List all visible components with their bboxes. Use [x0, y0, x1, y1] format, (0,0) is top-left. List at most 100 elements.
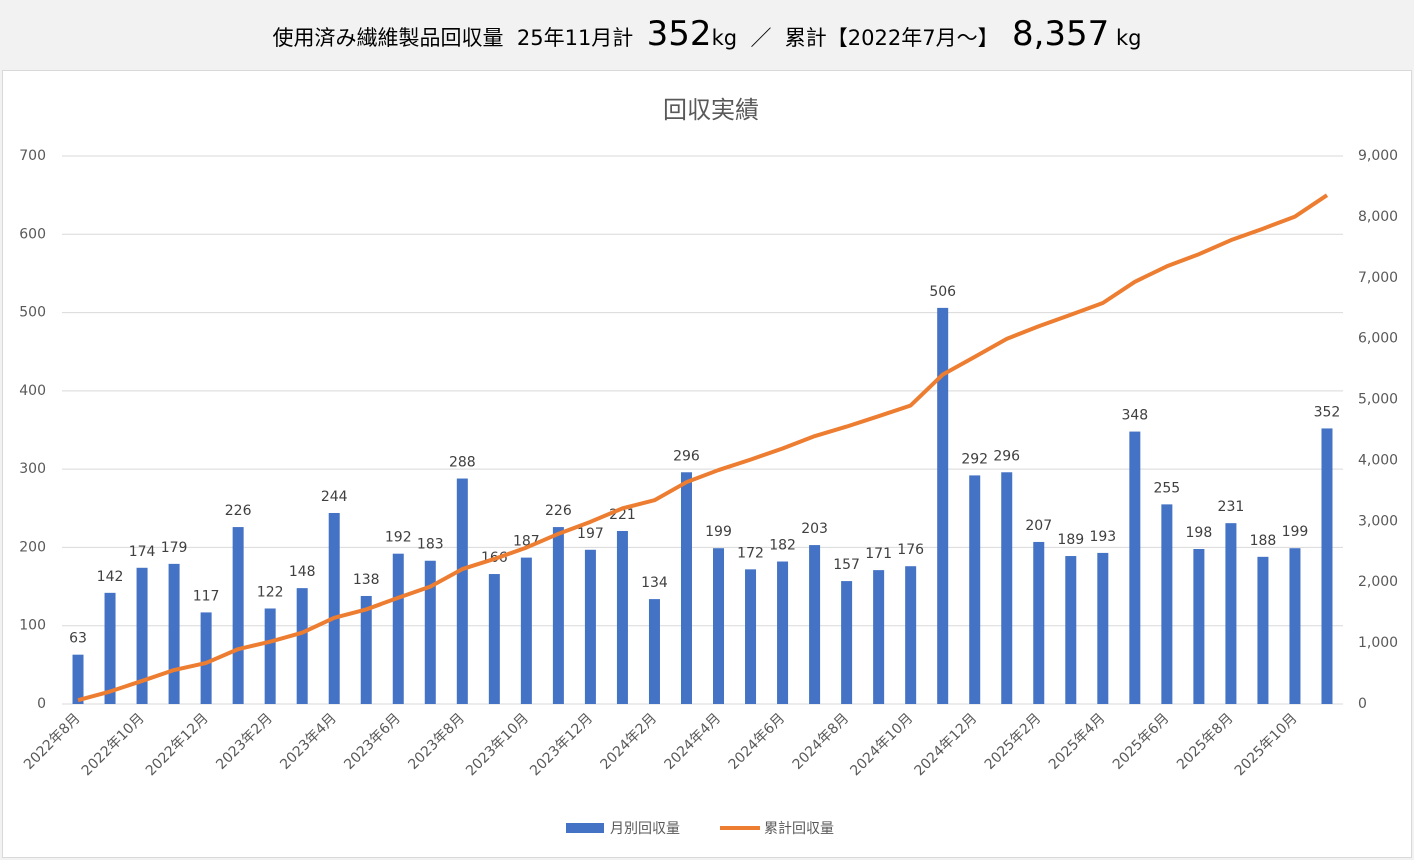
total-value: 8,357 [1011, 14, 1110, 54]
data-label: 296 [993, 448, 1020, 464]
chart-title: 回収実績 [663, 96, 759, 124]
y-tick-label: 400 [19, 383, 46, 399]
y-tick-label: 600 [19, 226, 46, 242]
x-tick-label: 2025年10月 [1232, 710, 1301, 779]
bar [1129, 431, 1141, 704]
x-tick-label: 2023年4月 [277, 710, 340, 773]
data-label: 255 [1153, 480, 1180, 496]
x-tick-label: 2024年4月 [662, 710, 725, 773]
bar [616, 530, 628, 704]
y2-tick-label: 8,000 [1358, 209, 1398, 225]
y2-tick-label: 4,000 [1358, 452, 1398, 468]
data-label: 182 [769, 538, 796, 554]
x-tick-label: 2025年8月 [1174, 710, 1237, 773]
bar [520, 557, 532, 704]
data-label: 244 [321, 489, 348, 505]
x-tick-label: 2024年10月 [847, 710, 916, 779]
data-label: 197 [577, 526, 604, 542]
bar [1033, 541, 1045, 704]
data-label: 199 [1282, 524, 1309, 540]
legend-swatch [566, 823, 604, 833]
bar [104, 592, 116, 704]
data-label: 506 [929, 284, 956, 300]
x-tick-label: 2023年6月 [341, 710, 404, 773]
bar [264, 608, 276, 704]
x-tick-label: 2022年12月 [143, 710, 212, 779]
month-value: 352 [646, 14, 712, 54]
bar [552, 527, 564, 704]
data-label: 348 [1121, 408, 1148, 424]
data-label: 231 [1218, 499, 1245, 515]
bar [136, 567, 148, 704]
data-label: 189 [1057, 532, 1084, 548]
y2-tick-label: 7,000 [1358, 270, 1398, 286]
chart-panel [2, 70, 1412, 858]
y-tick-label: 700 [19, 148, 46, 164]
bar [1289, 548, 1301, 704]
y-tick-label: 0 [37, 696, 46, 712]
x-tick-label: 2024年6月 [726, 710, 789, 773]
y2-tick-label: 0 [1358, 696, 1367, 712]
total-unit: kg [1116, 26, 1142, 50]
data-label: 288 [449, 455, 476, 471]
bar [488, 574, 500, 704]
data-label: 192 [385, 530, 412, 546]
bar [648, 599, 660, 704]
bar [200, 612, 212, 704]
x-tick-label: 2024年12月 [911, 710, 980, 779]
bar [1321, 428, 1333, 704]
bar [72, 654, 84, 704]
x-tick-label: 2023年12月 [527, 710, 596, 779]
data-label: 207 [1025, 518, 1052, 534]
y2-tick-label: 1,000 [1358, 635, 1398, 651]
data-label: 198 [1186, 525, 1213, 541]
bar [969, 475, 981, 704]
x-tick-label: 2025年6月 [1110, 710, 1173, 773]
bar [937, 307, 949, 704]
data-label: 188 [1250, 533, 1277, 549]
x-tick-label: 2023年2月 [213, 710, 276, 773]
bar [777, 561, 789, 704]
x-tick-label: 2023年10月 [463, 710, 532, 779]
data-label: 193 [1089, 529, 1116, 545]
bar [1097, 552, 1109, 704]
x-tick-label: 2023年8月 [405, 710, 468, 773]
x-tick-label: 2022年8月 [21, 710, 84, 773]
data-label: 203 [801, 521, 828, 537]
data-label: 148 [289, 564, 316, 580]
bar [328, 512, 340, 704]
y-tick-label: 500 [19, 305, 46, 321]
x-tick-label: 2025年4月 [1046, 710, 1109, 773]
legend-label: 月別回収量 [610, 821, 680, 837]
bar [456, 478, 468, 704]
data-label: 296 [673, 448, 700, 464]
y2-tick-label: 3,000 [1358, 513, 1398, 529]
x-tick-label: 2025年2月 [982, 710, 1045, 773]
bar [360, 595, 372, 704]
data-label: 172 [737, 545, 764, 561]
bar [168, 563, 180, 704]
bar [1065, 556, 1077, 704]
bar [584, 549, 596, 704]
data-label: 176 [897, 542, 924, 558]
bar [680, 472, 692, 704]
x-tick-label: 2022年10月 [79, 710, 148, 779]
legend-label: 累計回収量 [764, 821, 834, 837]
bar [232, 527, 244, 704]
bar [424, 560, 436, 704]
y2-tick-label: 9,000 [1358, 148, 1398, 164]
separator: ／ [750, 26, 772, 50]
y2-tick-label: 5,000 [1358, 392, 1398, 408]
x-tick-label: 2024年8月 [790, 710, 853, 773]
x-tick-label: 2024年2月 [598, 710, 661, 773]
data-label: 292 [961, 451, 988, 467]
data-label: 352 [1314, 404, 1341, 420]
data-label: 174 [129, 544, 156, 560]
data-label: 171 [865, 546, 892, 562]
y2-tick-label: 6,000 [1358, 331, 1398, 347]
data-label: 117 [193, 588, 220, 604]
month-unit: kg [711, 26, 738, 50]
data-label: 63 [69, 631, 87, 647]
